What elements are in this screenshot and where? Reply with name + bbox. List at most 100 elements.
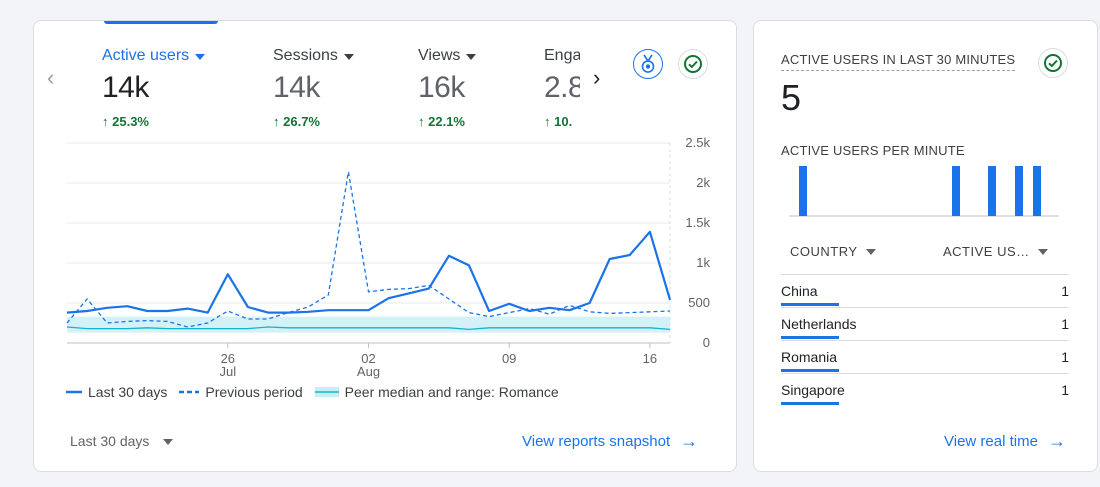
minute-bar[interactable] [1015,166,1023,216]
legend-item-current: Last 30 days [66,384,167,400]
previous-period-line [66,171,671,328]
x-tick-label: 26 [221,351,235,366]
caret-down-icon [1037,249,1048,255]
legend-item-previous: Previous period [179,384,303,400]
realtime-active-users-value: 5 [781,77,802,118]
metric-value: 14k [273,71,320,104]
y-tick-label: 2k [696,175,710,190]
country-users: 1 [1061,283,1069,299]
metric-change: 10. [554,114,573,129]
realtime-card: ACTIVE USERS IN LAST 30 MINUTES 5 ACTIVE… [753,20,1098,472]
peer-range-area [67,316,670,333]
country-users: 1 [1061,349,1069,365]
minute-bar[interactable] [799,166,807,216]
metric-tab-views[interactable]: Views 16k ↑ 22.1% [418,47,568,129]
solid-line-swatch [66,390,82,394]
date-range-dropdown[interactable]: Last 30 days [70,433,174,449]
chevron-left-icon[interactable]: ‹ [47,65,55,90]
y-tick-label: 1.5k [685,215,710,230]
metric-label: Sessions [273,47,338,64]
x-tick-month-label: Aug [357,364,380,379]
metric-value: 16k [418,71,465,104]
metric-label: Enga [544,47,580,64]
check-circle-icon[interactable] [678,49,708,79]
metric-tab-sessions[interactable]: Sessions 14k ↑ 26.7% [273,47,423,129]
country-name: Netherlands [781,316,857,332]
x-tick-label: 09 [502,351,516,366]
selected-tab-indicator [104,21,218,24]
caret-down-icon [466,53,477,60]
country-bar [781,369,839,372]
legend-label: Last 30 days [88,384,168,400]
table-row[interactable]: Singapore 1 [781,373,1069,406]
dashed-line-swatch [179,390,200,394]
country-users: 1 [1061,382,1069,398]
view-reports-snapshot-link[interactable]: View reports snapshot → [522,432,698,450]
metric-label: Active users [102,47,190,64]
metric-value: 14k [102,71,149,104]
country-bar [781,303,839,306]
country-column-header[interactable]: COUNTRY [790,244,876,259]
metric-change: 25.3% [112,114,149,129]
caret-down-icon [195,53,206,60]
column-label: ACTIVE US… [943,244,1030,259]
arrow-up-icon: ↑ [273,114,280,129]
minute-bar[interactable] [952,166,960,216]
minute-bar[interactable] [988,166,996,216]
per-minute-label: ACTIVE USERS PER MINUTE [781,143,965,158]
arrow-up-icon: ↑ [102,114,109,129]
metric-value: 2.8 [544,71,580,104]
metric-tab-engagement[interactable]: Enga 2.8 ↑ 10. [544,47,580,129]
metric-change: 26.7% [283,114,320,129]
table-row[interactable]: Netherlands 1 [781,307,1069,340]
metric-tabs: Active users 14k ↑ 25.3% Sessions 14k ↑ … [102,47,580,137]
chart-gridlines [67,142,671,344]
realtime-title[interactable]: ACTIVE USERS IN LAST 30 MINUTES [781,52,1016,71]
country-bar [781,336,839,339]
legend-label: Previous period [205,384,303,400]
metric-tab-active-users[interactable]: Active users 14k ↑ 25.3% [102,47,252,129]
y-tick-label: 1k [696,255,710,270]
caret-down-icon [163,438,174,445]
peer-median-line [66,326,671,331]
country-bar [781,402,839,405]
table-row[interactable]: Romania 1 [781,340,1069,373]
y-tick-label: 0 [703,335,710,350]
check-circle-icon[interactable] [1038,48,1068,78]
arrow-up-icon: ↑ [544,114,551,129]
chevron-right-icon[interactable]: › [593,65,601,90]
overview-card: ‹ Active users 14k ↑ 25.3% Sessions 14k … [33,20,737,472]
country-name: Romania [781,349,838,365]
metric-label: Views [418,47,461,64]
per-minute-bar-chart [789,166,1059,217]
y-axis: 2.5k 2k 1.5k 1k 500 0 [685,135,710,350]
x-tick-month-label: Jul [219,364,236,379]
last-30-days-line [66,230,672,314]
table-row[interactable]: China 1 [781,274,1069,307]
band-swatch [314,387,339,397]
active-users-column-header[interactable]: ACTIVE US… [943,244,1048,259]
country-name: China [781,283,818,299]
y-tick-label: 500 [688,295,710,310]
caret-down-icon [865,249,876,255]
x-tick-label: 02 [361,351,375,366]
minute-bar[interactable] [1033,166,1041,216]
arrow-right-icon: → [680,431,699,451]
legend-label: Peer median and range: Romance [344,384,559,400]
peer-range-band [67,316,670,333]
view-real-time-link[interactable]: View real time → [944,432,1066,450]
x-tick-label: 16 [643,351,657,366]
link-label: View real time [944,432,1038,450]
column-label: COUNTRY [790,244,858,259]
award-icon[interactable] [633,49,663,79]
y-tick-label: 2.5k [685,135,710,150]
country-name: Singapore [781,382,845,398]
country-users: 1 [1061,316,1069,332]
arrow-right-icon: → [1047,431,1066,451]
chart-legend: Last 30 days Previous period Peer median… [66,384,559,400]
caret-down-icon [343,53,354,60]
arrow-up-icon: ↑ [418,114,425,129]
chart-lines [66,171,672,331]
